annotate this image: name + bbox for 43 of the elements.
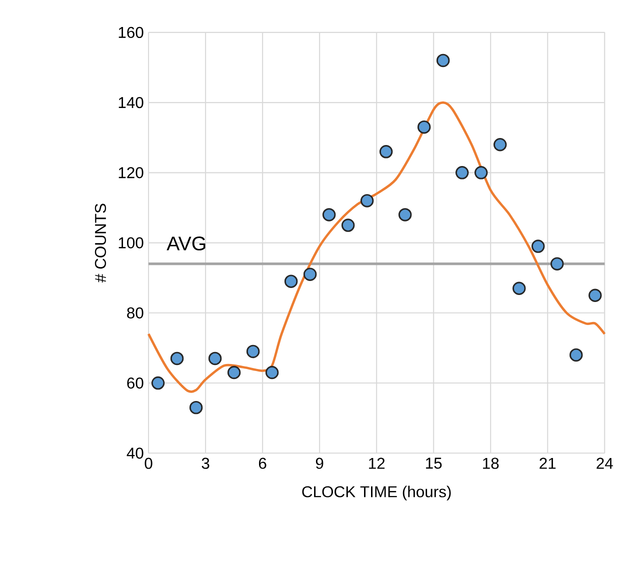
ref-line-label: AVG (166, 236, 206, 250)
point (341, 218, 355, 232)
x-tick-label: 24 (596, 458, 613, 469)
point (322, 208, 336, 222)
point (532, 240, 545, 253)
x-tick-label: 12 (369, 458, 385, 469)
x-tick-label: 3 (202, 458, 210, 469)
x-tick-label: 15 (426, 458, 442, 469)
point (360, 194, 374, 208)
point (570, 348, 583, 362)
y-tick-label: 60 (127, 377, 144, 388)
y-tick-label: 160 (118, 26, 144, 38)
point (246, 344, 260, 358)
point (493, 138, 507, 152)
point (379, 144, 393, 158)
point (227, 366, 241, 379)
point (284, 274, 298, 288)
x-tick-label: 0 (144, 458, 152, 469)
point (417, 120, 431, 134)
point (474, 166, 488, 180)
point (170, 352, 184, 365)
point (455, 166, 469, 180)
x-tick-label: 21 (540, 458, 556, 469)
point (512, 282, 526, 295)
x-tick-label: 9 (316, 458, 324, 469)
point (550, 257, 564, 270)
point (436, 54, 450, 67)
point (189, 400, 203, 414)
y-tick-label: 40 (126, 447, 144, 459)
point (208, 352, 222, 365)
x-tick-label: 6 (258, 458, 266, 469)
point (265, 366, 279, 379)
y-tick-label: 80 (127, 307, 144, 318)
point (398, 208, 412, 222)
point (303, 268, 317, 281)
x-axis-title: CLOCK TIME (hours) (302, 486, 451, 500)
y-tick-label: 120 (118, 166, 144, 178)
y-tick-label: 140 (118, 96, 144, 108)
point (588, 288, 602, 302)
y-tick-label: 100 (118, 237, 144, 248)
y-axis-title: # COUNTS (94, 204, 106, 282)
point (151, 376, 165, 390)
x-tick-label: 18 (483, 458, 499, 469)
